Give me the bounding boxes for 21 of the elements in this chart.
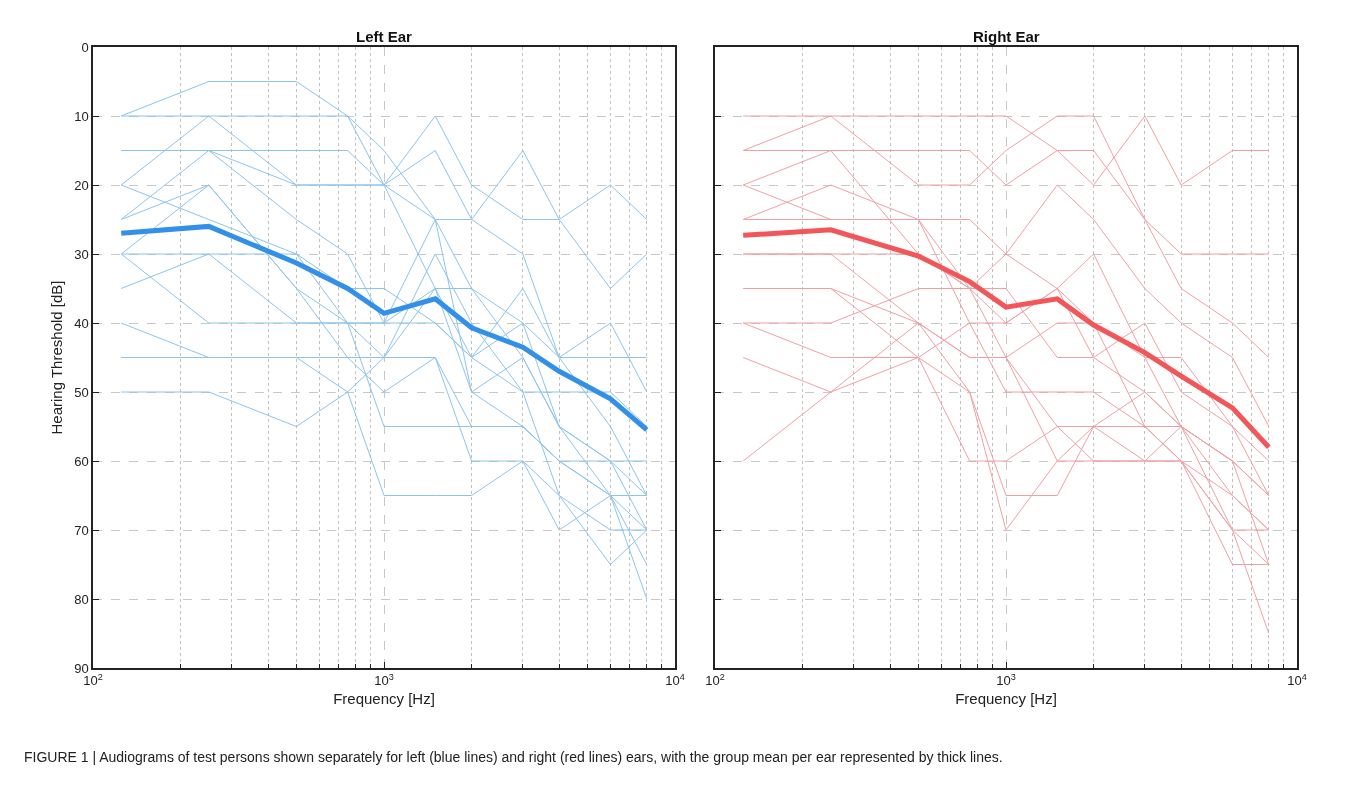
y-tick-label: 80 (74, 591, 89, 607)
x-axis-title: Frequency [Hz] (333, 689, 435, 707)
y-tick-label: 30 (74, 246, 89, 262)
y-tick-label: 60 (74, 453, 89, 469)
caption: FIGURE 1 | Audiograms of test persons shown separately for left (blue lines) and right (red lines) ears, with the group mean per ear represented by thick lines. (24, 749, 1003, 765)
y-tick-label: 40 (74, 315, 89, 331)
y-tick-label: 0 (81, 39, 89, 55)
y-tick-label: 90 (74, 660, 89, 676)
x-tick-label: 10$^{4}$ (1287, 671, 1307, 689)
x-tick-label: 10$^{3}$ (996, 671, 1016, 689)
x-tick-label: 10$^{3}$ (374, 671, 394, 689)
x-axis-title: Frequency [Hz] (955, 689, 1057, 707)
x-tick-label: 10$^{2}$ (705, 671, 725, 689)
y-tick-label: 10 (74, 108, 89, 124)
y-tick-label: 50 (74, 384, 89, 400)
y-axis-title: Hearing Threshold [dB] (47, 280, 65, 435)
y-tick-label: 20 (74, 177, 89, 193)
chart-title: Right Ear (973, 28, 1040, 45)
chart-title: Left Ear (356, 28, 413, 45)
y-tick-label: 70 (74, 522, 89, 538)
x-tick-label: 10$^{4}$ (665, 671, 685, 689)
